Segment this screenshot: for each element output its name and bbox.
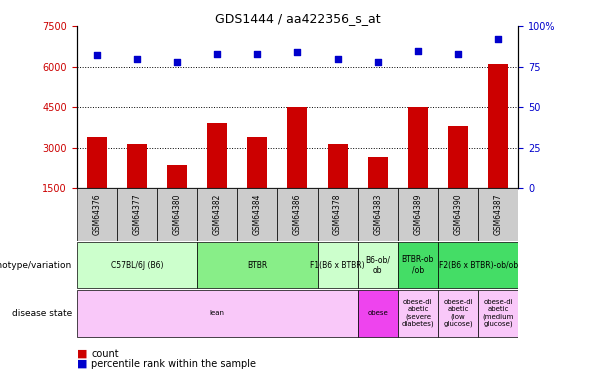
Bar bbox=[77, 290, 358, 336]
Text: obese-di
abetic
(low
glucose): obese-di abetic (low glucose) bbox=[444, 299, 473, 327]
Bar bbox=[488, 64, 508, 188]
Point bbox=[333, 56, 342, 62]
Bar bbox=[197, 242, 317, 288]
Bar bbox=[207, 123, 227, 188]
Point bbox=[494, 36, 503, 42]
Bar bbox=[358, 290, 398, 336]
Bar bbox=[448, 126, 468, 188]
Bar bbox=[398, 188, 438, 241]
Bar bbox=[167, 165, 187, 188]
Point bbox=[213, 51, 222, 57]
Point bbox=[172, 59, 181, 65]
Text: F2(B6 x BTBR)-ob/ob: F2(B6 x BTBR)-ob/ob bbox=[439, 261, 518, 270]
Point bbox=[132, 56, 141, 62]
Point bbox=[373, 59, 382, 65]
Title: GDS1444 / aa422356_s_at: GDS1444 / aa422356_s_at bbox=[214, 12, 380, 25]
Bar bbox=[478, 188, 518, 241]
Point bbox=[293, 49, 302, 55]
Bar bbox=[438, 242, 518, 288]
Bar bbox=[247, 137, 267, 188]
Bar bbox=[327, 144, 348, 188]
Point bbox=[454, 51, 463, 57]
Bar bbox=[398, 242, 438, 288]
Bar bbox=[127, 144, 147, 188]
Bar bbox=[408, 107, 428, 188]
Bar bbox=[277, 188, 317, 241]
Bar bbox=[77, 242, 197, 288]
Text: ■: ■ bbox=[77, 349, 87, 358]
Text: count: count bbox=[91, 349, 119, 358]
Text: GSM64387: GSM64387 bbox=[494, 194, 503, 235]
Text: lean: lean bbox=[210, 310, 224, 316]
Text: genotype/variation: genotype/variation bbox=[0, 261, 72, 270]
Text: BTBR: BTBR bbox=[247, 261, 267, 270]
Text: disease state: disease state bbox=[12, 309, 72, 318]
Bar bbox=[87, 137, 107, 188]
Text: B6-ob/
ob: B6-ob/ ob bbox=[365, 255, 391, 275]
Text: obese-di
abetic
(severe
diabetes): obese-di abetic (severe diabetes) bbox=[402, 299, 434, 327]
Bar bbox=[438, 188, 478, 241]
Bar bbox=[287, 107, 307, 188]
Text: GSM64380: GSM64380 bbox=[173, 194, 181, 235]
Text: ■: ■ bbox=[77, 359, 87, 369]
Text: GSM64383: GSM64383 bbox=[373, 194, 382, 235]
Text: BTBR-ob
/ob: BTBR-ob /ob bbox=[402, 255, 434, 275]
Bar bbox=[398, 290, 438, 336]
Bar bbox=[368, 157, 388, 188]
Text: GSM64389: GSM64389 bbox=[413, 194, 422, 235]
Point bbox=[92, 53, 101, 58]
Text: GSM64377: GSM64377 bbox=[133, 194, 141, 236]
Bar bbox=[117, 188, 157, 241]
Text: GSM64378: GSM64378 bbox=[333, 194, 342, 235]
Bar bbox=[478, 290, 518, 336]
Bar bbox=[358, 242, 398, 288]
Text: GSM64390: GSM64390 bbox=[454, 194, 462, 236]
Bar bbox=[237, 188, 277, 241]
Point bbox=[413, 48, 423, 54]
Text: obese-di
abetic
(medium
glucose): obese-di abetic (medium glucose) bbox=[482, 299, 514, 327]
Text: GSM64376: GSM64376 bbox=[92, 194, 101, 236]
Text: GSM64386: GSM64386 bbox=[293, 194, 302, 235]
Point bbox=[253, 51, 262, 57]
Bar bbox=[157, 188, 197, 241]
Bar bbox=[438, 290, 478, 336]
Text: GSM64384: GSM64384 bbox=[253, 194, 262, 235]
Bar bbox=[317, 188, 358, 241]
Bar bbox=[317, 242, 358, 288]
Text: percentile rank within the sample: percentile rank within the sample bbox=[91, 359, 256, 369]
Bar bbox=[197, 188, 237, 241]
Text: C57BL/6J (B6): C57BL/6J (B6) bbox=[111, 261, 163, 270]
Text: obese: obese bbox=[368, 310, 388, 316]
Bar bbox=[358, 188, 398, 241]
Text: F1(B6 x BTBR): F1(B6 x BTBR) bbox=[310, 261, 365, 270]
Text: GSM64382: GSM64382 bbox=[213, 194, 221, 235]
Bar bbox=[77, 188, 117, 241]
